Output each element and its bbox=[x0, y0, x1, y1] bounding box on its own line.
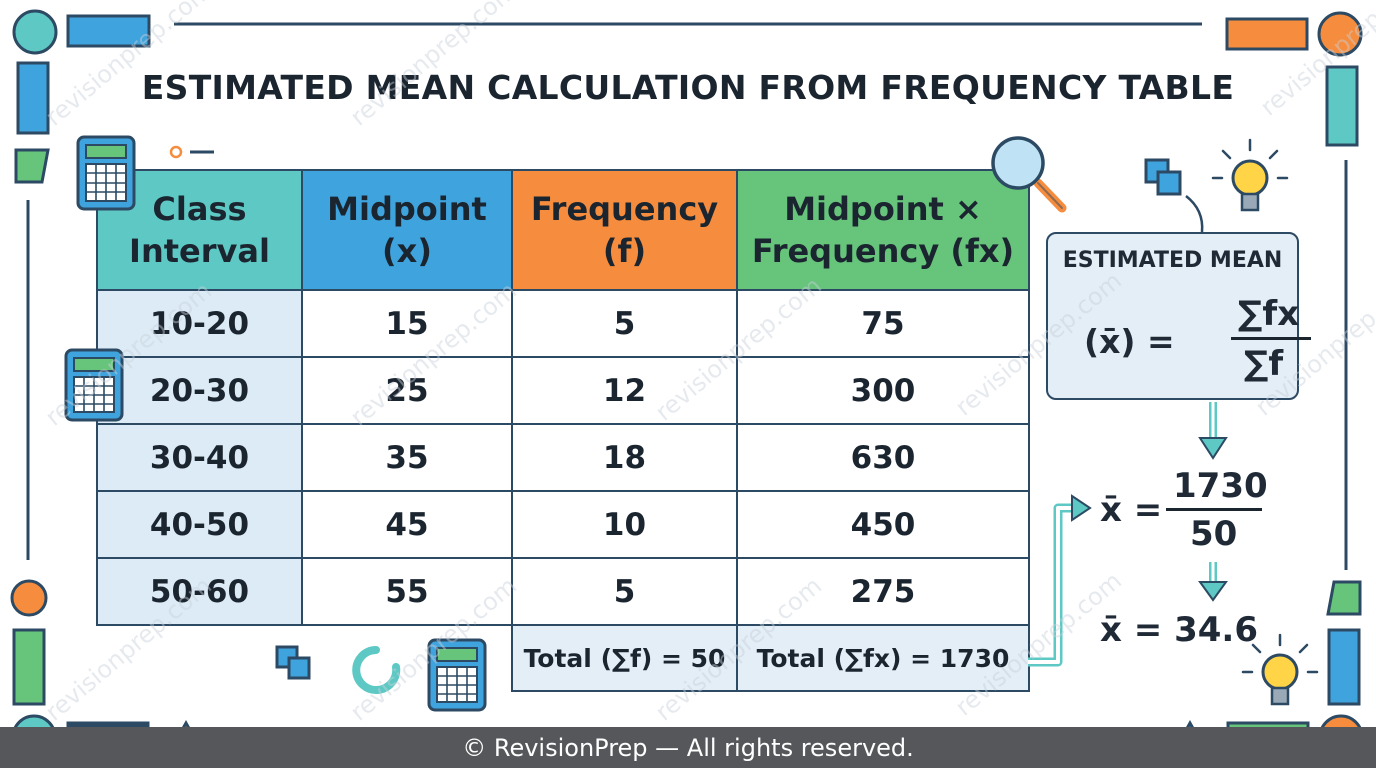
cell-class-interval: 10-20 bbox=[96, 289, 303, 358]
orange-circle-shape bbox=[1317, 11, 1363, 57]
cell-frequency: 5 bbox=[511, 289, 738, 358]
header-frequency: Frequency (f) bbox=[511, 169, 738, 291]
orange-circle-shape bbox=[10, 579, 48, 617]
table-row: 30-40 35 18 630 bbox=[96, 423, 1030, 492]
header-midpoint: Midpoint (x) bbox=[301, 169, 513, 291]
table-row: 10-20 15 5 75 bbox=[96, 289, 1030, 358]
green-trapezoid-shape bbox=[1326, 580, 1362, 616]
formula-lhs: (x̄) = bbox=[1084, 322, 1175, 361]
table-total-row: Total (∑f) = 50 Total (∑fx) = 1730 bbox=[97, 624, 1030, 692]
green-pillar-shape bbox=[12, 628, 46, 706]
cell-frequency: 18 bbox=[511, 423, 738, 492]
mean-result: x̄ = 34.6 bbox=[1100, 610, 1258, 650]
table-row: 40-50 45 10 450 bbox=[96, 490, 1030, 559]
cell-midpoint: 55 bbox=[301, 557, 513, 626]
total-fx: Total (∑fx) = 1730 bbox=[736, 624, 1030, 692]
cell-midpoint: 45 bbox=[301, 490, 513, 559]
table-row: 50-60 55 5 275 bbox=[96, 557, 1030, 626]
cell-fx: 450 bbox=[736, 490, 1030, 559]
blue-bar-shape bbox=[66, 14, 151, 48]
green-trapezoid-shape bbox=[14, 148, 50, 184]
cell-midpoint: 25 bbox=[301, 356, 513, 425]
step2-lhs: x̄ = bbox=[1100, 490, 1163, 530]
formula-numerator: ∑fx bbox=[1238, 294, 1300, 334]
cell-class-interval: 50-60 bbox=[96, 557, 303, 626]
cell-fx: 630 bbox=[736, 423, 1030, 492]
table-header-row: Class Interval Midpoint (x) Frequency (f) M… bbox=[96, 169, 1030, 291]
cell-fx: 275 bbox=[736, 557, 1030, 626]
formula-title: ESTIMATED MEAN bbox=[1062, 248, 1283, 273]
cell-midpoint: 35 bbox=[301, 423, 513, 492]
blue-pillar-shape bbox=[1327, 628, 1361, 706]
table-row: 20-30 25 12 300 bbox=[96, 356, 1030, 425]
orange-bar-shape bbox=[1225, 17, 1309, 51]
blue-pillar-shape bbox=[16, 61, 50, 135]
step2-numerator: 1730 bbox=[1173, 466, 1268, 506]
formula-denominator: ∑f bbox=[1244, 344, 1284, 384]
fraction-bar bbox=[1166, 508, 1262, 511]
teal-pillar-shape bbox=[1325, 65, 1359, 147]
cell-frequency: 10 bbox=[511, 490, 738, 559]
teal-circle-shape bbox=[12, 9, 58, 55]
step2-denominator: 50 bbox=[1190, 514, 1238, 554]
fraction-bar bbox=[1231, 337, 1311, 340]
cell-class-interval: 30-40 bbox=[96, 423, 303, 492]
frequency-table: Class Interval Midpoint (x) Frequency (f) M… bbox=[96, 169, 1030, 692]
cell-midpoint: 15 bbox=[301, 289, 513, 358]
cell-frequency: 12 bbox=[511, 356, 738, 425]
page-title: ESTIMATED MEAN CALCULATION FROM FREQUENC… bbox=[141, 68, 1235, 107]
mean-formula-box: ESTIMATED MEAN (x̄) = ∑fx ∑f bbox=[1046, 232, 1311, 400]
cell-fx: 300 bbox=[736, 356, 1030, 425]
header-fx: Midpoint × Frequency (fx) bbox=[736, 169, 1030, 291]
total-frequency: Total (∑f) = 50 bbox=[511, 624, 738, 692]
cell-frequency: 5 bbox=[511, 557, 738, 626]
cell-fx: 75 bbox=[736, 289, 1030, 358]
cell-class-interval: 40-50 bbox=[96, 490, 303, 559]
header-class-interval: Class Interval bbox=[96, 169, 303, 291]
footer-copyright: © RevisionPrep — All rights reserved. bbox=[0, 727, 1376, 768]
cell-class-interval: 20-30 bbox=[96, 356, 303, 425]
